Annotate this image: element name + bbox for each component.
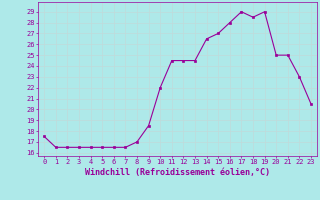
X-axis label: Windchill (Refroidissement éolien,°C): Windchill (Refroidissement éolien,°C) — [85, 168, 270, 177]
